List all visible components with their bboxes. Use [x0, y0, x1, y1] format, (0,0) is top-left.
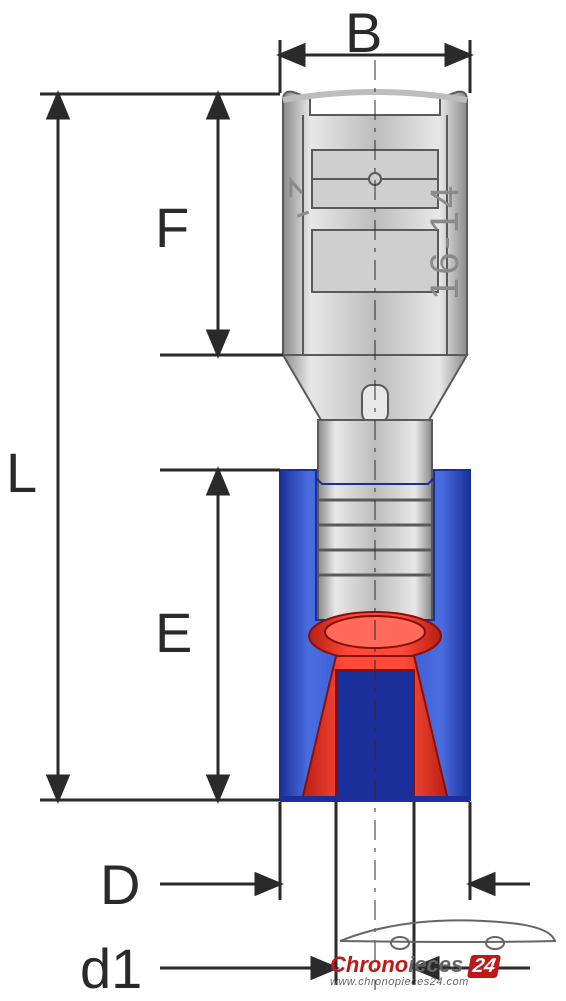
watermark-logo: Chronoieces 24 www.chronopieces24.com [330, 913, 560, 988]
dim-label-E: E [155, 600, 192, 665]
dim-label-B: B [345, 0, 382, 65]
watermark-brand-left: Chrono [330, 952, 408, 977]
technical-diagram: 16-14 [0, 0, 566, 1000]
watermark-brand-right: ieces [408, 952, 463, 977]
dim-label-d1: d1 [80, 936, 142, 1001]
dimension-overlay [0, 0, 566, 1000]
dim-label-F: F [155, 195, 189, 260]
dim-label-L: L [6, 440, 37, 505]
watermark-brand-num: 24 [467, 955, 501, 978]
dim-label-D: D [100, 852, 140, 917]
